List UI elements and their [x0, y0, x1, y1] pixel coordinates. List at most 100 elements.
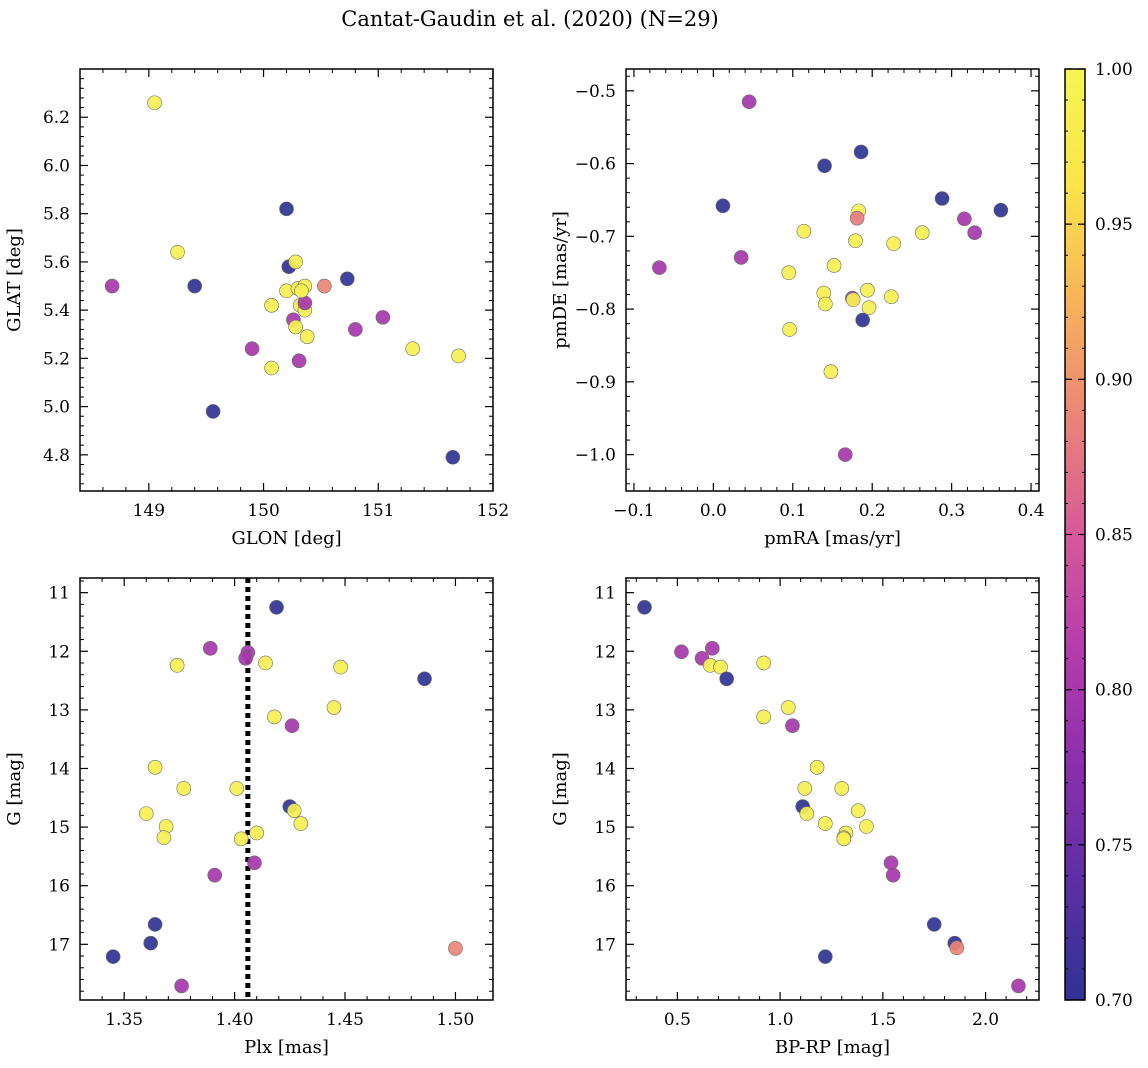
data-point: [326, 700, 342, 715]
data-point: [286, 803, 302, 818]
data-point: [291, 353, 307, 369]
x-tick-label: 152: [477, 501, 509, 521]
data-point: [258, 655, 273, 671]
data-point: [375, 310, 391, 325]
x-tick-label: −0.1: [613, 501, 654, 521]
data-point: [850, 803, 866, 818]
y-tick-label: −0.8: [575, 300, 616, 320]
y-tick-label: 15: [594, 818, 616, 838]
data-point: [797, 781, 813, 796]
y-tick-label: 14: [594, 759, 616, 779]
plot-area: [626, 578, 1039, 1000]
data-point: [267, 709, 282, 725]
data-point: [849, 210, 865, 226]
plot-frame: [79, 577, 494, 1001]
colorbar-tick-label: 0.95: [1095, 215, 1133, 235]
data-point: [244, 341, 260, 357]
data-point: [417, 671, 432, 687]
colorbar-tick-label: 0.85: [1095, 526, 1133, 546]
data-point: [333, 659, 348, 675]
y-axis-label: G [mag]: [550, 752, 571, 825]
data-point: [715, 198, 731, 214]
data-point: [264, 298, 279, 313]
y-tick-label: −0.6: [575, 155, 616, 175]
data-point: [799, 806, 815, 821]
x-tick-label: 0.4: [1018, 501, 1045, 521]
x-tick-label: 1.40: [216, 1010, 254, 1030]
data-point: [269, 600, 284, 615]
data-point: [138, 806, 154, 821]
data-point: [957, 211, 972, 227]
data-point: [756, 709, 771, 725]
y-axis-label: pmDE [mas/yr]: [550, 211, 571, 349]
x-tick-label: 1.45: [326, 1010, 364, 1030]
y-tick-label: 13: [594, 701, 616, 721]
plot-area: [626, 69, 1039, 491]
data-point: [249, 825, 264, 841]
plot-area: [80, 578, 493, 1000]
panels: 149 150 151 152 4.8 5.0 5.2 5.4 5.6 5.8 6.0 6.2 GLON…: [4, 68, 1045, 1058]
data-point: [299, 329, 315, 344]
data-point: [169, 658, 185, 673]
y-axis-label: G [mag]: [4, 752, 25, 825]
data-point: [317, 278, 332, 294]
data-point: [147, 95, 162, 111]
y-tick-label: 5.8: [43, 205, 70, 225]
colorbar-frame: [1064, 68, 1086, 1001]
panel-3: 1.35 1.40 1.45 1.50 11 12 13 14 15 16 17 Plx [mas] G…: [4, 577, 494, 1058]
x-tick-label: 150: [247, 501, 279, 521]
data-point: [104, 278, 120, 294]
y-tick-label: −0.5: [575, 82, 616, 102]
data-point: [203, 641, 218, 656]
data-point: [733, 250, 749, 265]
x-tick-label: 1.35: [105, 1010, 143, 1030]
x-tick-label: 1.0: [767, 1010, 794, 1030]
y-tick-label: 15: [48, 818, 70, 838]
data-point: [405, 341, 420, 357]
x-tick-label: 0.3: [938, 501, 965, 521]
colorbar-tick-label: 0.80: [1095, 681, 1133, 701]
data-point: [637, 600, 652, 615]
x-tick-label: 2.0: [972, 1010, 999, 1030]
data-point: [294, 283, 309, 299]
data-point: [233, 831, 249, 847]
data-point: [781, 700, 796, 715]
data-point: [741, 94, 757, 110]
colorbar-tick-label: 1.00: [1095, 60, 1133, 80]
x-axis-label: Plx [mas]: [244, 1037, 329, 1058]
data-point: [926, 917, 942, 932]
y-tick-label: 16: [594, 877, 616, 897]
data-point: [288, 254, 303, 270]
data-point: [174, 978, 189, 994]
y-tick-label: 5.6: [43, 253, 70, 273]
x-tick-label: 1.50: [437, 1010, 475, 1030]
data-point: [652, 260, 667, 275]
data-point: [156, 830, 172, 845]
y-tick-label: 14: [48, 759, 70, 779]
data-point: [238, 650, 253, 666]
y-tick-label: −1.0: [575, 446, 616, 466]
data-point: [859, 819, 874, 834]
y-axis-label: GLAT [deg]: [4, 228, 25, 332]
data-point: [993, 202, 1009, 218]
x-tick-label: 149: [133, 501, 165, 521]
plot-area: [80, 69, 493, 491]
y-tick-label: 12: [594, 642, 616, 662]
data-point: [451, 348, 466, 364]
colorbar: 0.70 0.75 0.80 0.85 0.90 0.95 1.00: [1064, 60, 1133, 1011]
y-tick-label: 5.4: [43, 301, 70, 321]
y-tick-label: 6.2: [43, 108, 70, 128]
data-point: [837, 447, 853, 462]
data-point: [796, 223, 812, 239]
data-point: [176, 781, 192, 796]
x-tick-label: 1.5: [869, 1010, 896, 1030]
colorbar-tick-label: 0.70: [1095, 991, 1133, 1011]
data-point: [1011, 978, 1026, 994]
data-point: [713, 659, 728, 675]
y-tick-label: 6.0: [43, 156, 70, 176]
x-axis-label: pmRA [mas/yr]: [764, 528, 901, 549]
data-point: [818, 816, 833, 831]
data-point: [817, 158, 832, 174]
data-point: [279, 201, 294, 217]
x-axis-label: GLON [deg]: [231, 528, 341, 549]
